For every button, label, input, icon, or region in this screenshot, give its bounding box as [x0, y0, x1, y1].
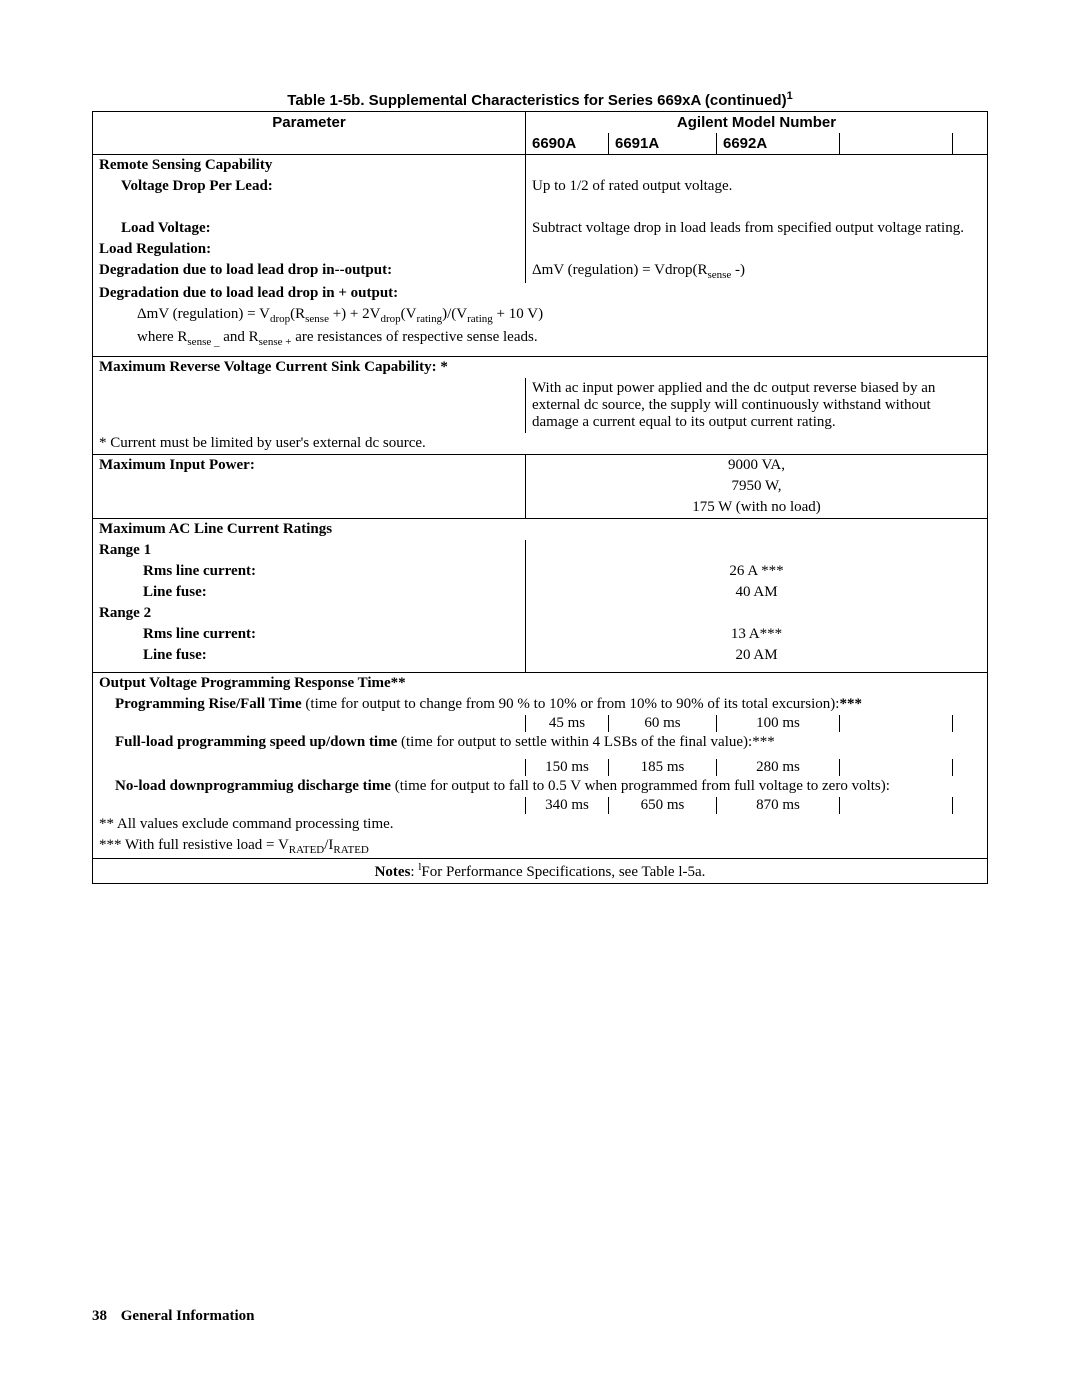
full-v1: 150 ms	[526, 759, 609, 776]
noload-v2: 650 ms	[609, 797, 717, 814]
deg-neg: Degradation due to load lead drop in--ou…	[93, 260, 526, 283]
rise-v3: 100 ms	[717, 715, 840, 732]
loadv-val: Subtract voltage drop in load leads from…	[526, 218, 988, 239]
max-input-v2: 7950 W,	[526, 476, 988, 497]
loadv-label: Load Voltage:	[99, 220, 211, 237]
n2-s2: RATED	[333, 844, 368, 856]
noload-v1: 340 ms	[526, 797, 609, 814]
deg-neg-post: -)	[731, 262, 745, 278]
ac-r2-rms: 13 A***	[526, 624, 988, 645]
ac-r1-rms-label: Rms line current:	[99, 563, 256, 580]
rise-label: Programming Rise/Fall Time	[115, 696, 302, 712]
vdrop-label: Voltage Drop Per Lead:	[99, 178, 273, 195]
notes-text: For Performance Specifications, see Tabl…	[421, 864, 705, 880]
ac-r1-rms: 26 A ***	[526, 561, 988, 582]
where: where Rsense _ and Rsense + are resistan…	[93, 327, 988, 357]
ac-r2-rms-label: Rms line current:	[99, 626, 256, 643]
model-6691a: 6691A	[609, 133, 717, 155]
section-name: General Information	[121, 1308, 255, 1324]
rise-ast: ***	[839, 696, 862, 712]
ac-r2-fuse-label: Line fuse:	[99, 647, 207, 664]
full-v3: 280 ms	[717, 759, 840, 776]
ac-r2: Range 2	[93, 603, 526, 624]
ac-r2-fuse: 20 AM	[526, 645, 988, 673]
notes-row: Notes: lFor Performance Specifications, …	[93, 859, 988, 884]
full-vals-row: 150 ms 185 ms 280 ms	[526, 759, 987, 776]
rev-volt-h: Maximum Reverse Voltage Current Sink Cap…	[93, 357, 988, 379]
max-input-v1: 9000 VA,	[526, 455, 988, 477]
model-blank2	[953, 133, 988, 155]
noload-label: No-load downprogrammiug discharge time	[115, 778, 391, 794]
table-title: Table 1-5b. Supplemental Characteristics…	[92, 90, 988, 109]
max-input-h: Maximum Input Power:	[93, 455, 526, 477]
n2-s1: RATED	[289, 844, 324, 856]
notes-label: Notes	[375, 864, 411, 880]
full-desc: (time for output to settle within 4 LSBs…	[397, 734, 774, 750]
noload-desc: (time for output to fall to 0.5 V when p…	[391, 778, 890, 794]
ovp-full: Full-load programming speed up/down time…	[93, 732, 988, 759]
deg-neg-sub: sense	[707, 269, 731, 281]
formula: ΔmV (regulation) = Vdrop(Rsense +) + 2Vd…	[93, 304, 988, 327]
ac-r1-fuse: 40 AM	[526, 582, 988, 603]
full-v2: 185 ms	[609, 759, 717, 776]
noload-v3: 870 ms	[717, 797, 840, 814]
rise-vals-row: 45 ms 60 ms 100 ms	[526, 715, 987, 732]
noload-vals-row: 340 ms 650 ms 870 ms	[526, 797, 987, 814]
ac-r1: Range 1	[93, 540, 526, 561]
load-reg-h: Load Regulation:	[93, 239, 526, 260]
vdrop-val: Up to 1/2 of rated output voltage.	[526, 176, 988, 197]
deg-neg-pre: ΔmV (regulation) = Vdrop(R	[532, 262, 707, 278]
rise-v1: 45 ms	[526, 715, 609, 732]
header-parameter: Parameter	[93, 112, 526, 155]
model-6690a: 6690A	[526, 133, 609, 155]
title-text: Table 1-5b. Supplemental Characteristics…	[287, 92, 786, 109]
ac-r1-fuse-label: Line fuse:	[99, 584, 207, 601]
ac-line-h: Maximum AC Line Current Ratings	[93, 519, 988, 541]
deg-neg-val: ΔmV (regulation) = Vdrop(Rsense -)	[526, 260, 988, 283]
ovp-h: Output Voltage Programming Response Time…	[93, 673, 988, 695]
rev-volt-note: * Current must be limited by user's exte…	[93, 433, 988, 455]
empty	[526, 155, 988, 177]
spec-table: Parameter Agilent Model Number 6690A 669…	[92, 111, 988, 884]
ovp-rise: Programming Rise/Fall Time (time for out…	[93, 694, 988, 715]
model-6692a: 6692A	[717, 133, 840, 155]
rise-v2: 60 ms	[609, 715, 717, 732]
ovp-note2: *** With full resistive load = VRATED/IR…	[93, 835, 988, 859]
rev-volt-desc: With ac input power applied and the dc o…	[526, 378, 988, 433]
header-model: Agilent Model Number	[526, 112, 988, 134]
full-label: Full-load programming speed up/down time	[115, 734, 397, 750]
remote-sensing-h: Remote Sensing Capability	[93, 155, 526, 177]
rise-desc: (time for output to change from 90 % to …	[302, 696, 840, 712]
page-footer: 38 General Information	[92, 1308, 254, 1325]
max-input-v3: 175 W (with no load)	[526, 497, 988, 519]
page-number: 38	[92, 1308, 107, 1324]
ovp-note1: ** All values exclude command processing…	[93, 814, 988, 835]
n2-pre: *** With full resistive load = V	[99, 837, 289, 853]
ovp-noload: No-load downprogrammiug discharge time (…	[93, 776, 988, 797]
deg-pos: Degradation due to load lead drop in + o…	[93, 283, 988, 304]
model-blank1	[840, 133, 953, 155]
title-sup: 1	[787, 90, 793, 102]
